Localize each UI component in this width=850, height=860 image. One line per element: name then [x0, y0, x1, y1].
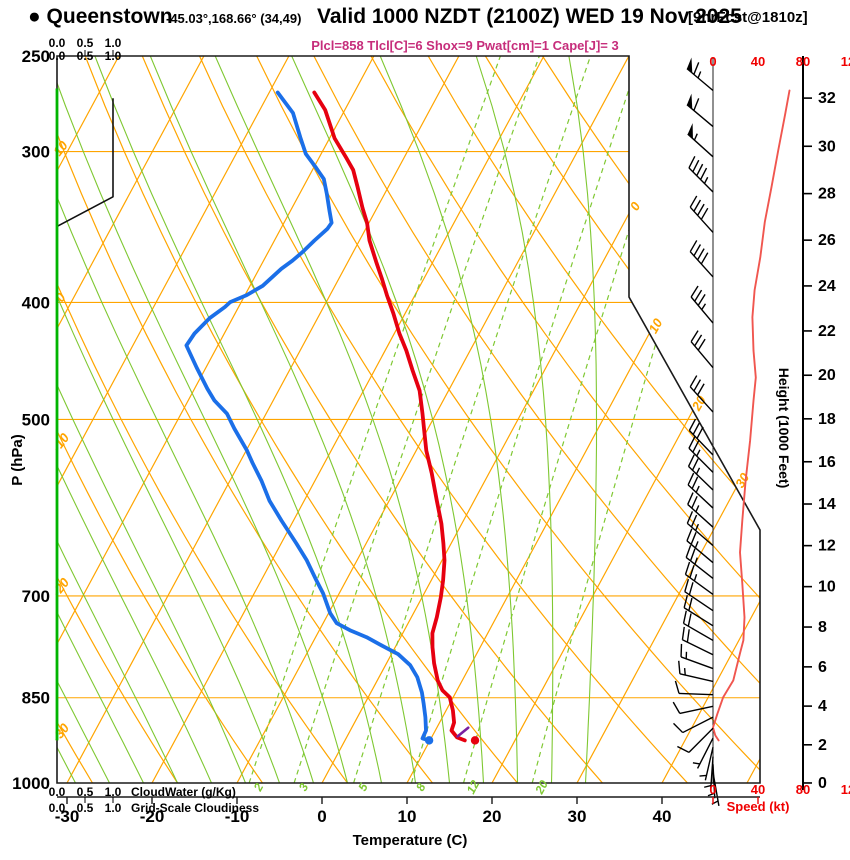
svg-text:850: 850	[22, 689, 50, 708]
svg-text:-30: -30	[55, 807, 80, 826]
valid-time-title: Valid 1000 NZDT (2100Z) WED 19 Nov 2025	[317, 5, 742, 28]
cloud-scale-rows: 0.00.00.00.00.50.50.50.51.01.01.01.0	[49, 36, 122, 815]
speed-axis-title: Speed (kt)	[727, 799, 790, 814]
isotherm-lines	[57, 56, 760, 783]
svg-text:12: 12	[841, 782, 850, 797]
isobar-lines	[57, 151, 760, 699]
svg-text:0.0: 0.0	[49, 49, 66, 63]
svg-text:10: 10	[818, 579, 836, 596]
sounding-profiles	[184, 90, 480, 745]
wind-barbs	[672, 57, 720, 806]
svg-text:2: 2	[818, 737, 827, 754]
svg-text:300: 300	[22, 143, 50, 162]
svg-text:8: 8	[818, 619, 827, 636]
height-axis-title: Height (1000 Feet)	[776, 368, 792, 489]
svg-text:12: 12	[818, 538, 836, 555]
svg-text:0.5: 0.5	[77, 36, 94, 50]
svg-text:80: 80	[796, 54, 810, 69]
svg-text:-10: -10	[49, 430, 73, 455]
cloudwater-axis-title: CloudWater (g/Kg)	[131, 785, 236, 799]
svg-text:0.0: 0.0	[49, 801, 66, 815]
pressure-tick-labels: 250 300 400 500 700 850 1000	[12, 47, 50, 793]
svg-text:14: 14	[818, 496, 836, 513]
svg-text:20: 20	[688, 392, 709, 414]
svg-text:1000: 1000	[12, 774, 50, 793]
cloud-profiles	[55, 88, 114, 741]
svg-text:12: 12	[464, 778, 483, 797]
svg-text:40: 40	[751, 54, 765, 69]
svg-text:1.0: 1.0	[105, 785, 122, 799]
svg-text:1.0: 1.0	[105, 36, 122, 50]
station-coordinates: -45.03°,168.66° (34,49)	[166, 11, 302, 26]
temperature-axis-title: Temperature (C)	[353, 832, 468, 849]
plot-frame	[56, 55, 761, 784]
svg-text:32: 32	[818, 90, 836, 107]
svg-text:6: 6	[818, 659, 827, 676]
svg-text:0.0: 0.0	[49, 785, 66, 799]
svg-text:-10: -10	[225, 807, 250, 826]
temperature-tick-labels: -30 -20 -10 0 10 20 30 40	[55, 797, 672, 826]
pressure-axis-title: P (hPa)	[9, 434, 26, 485]
svg-text:500: 500	[22, 410, 50, 429]
svg-text:22: 22	[818, 323, 836, 340]
svg-text:700: 700	[22, 587, 50, 606]
svg-text:0.5: 0.5	[77, 785, 94, 799]
station-name: Queenstown	[46, 5, 173, 28]
skewt-background-lines	[57, 56, 760, 783]
forecast-tag: [9hrFcst@1810z]	[688, 9, 808, 26]
wind-speed-curve	[712, 89, 791, 742]
svg-text:24: 24	[818, 278, 836, 295]
svg-text:10: 10	[398, 807, 417, 826]
svg-text:20: 20	[532, 778, 551, 798]
svg-text:30: 30	[568, 807, 587, 826]
svg-text:1.0: 1.0	[105, 801, 122, 815]
svg-text:-30: -30	[49, 720, 73, 745]
svg-text:20: 20	[483, 807, 502, 826]
svg-text:20: 20	[818, 367, 836, 384]
svg-text:18: 18	[818, 411, 836, 428]
sounding-parameters: Plcl=858 Tlcl[C]=6 Shox=9 Pwat[cm]=1 Cap…	[311, 38, 619, 53]
cloudiness-axis-title: Grid-Scale Cloudiness	[131, 801, 259, 815]
svg-text:250: 250	[22, 47, 50, 66]
svg-text:0.5: 0.5	[77, 801, 94, 815]
station-bullet-icon: ●	[28, 5, 41, 28]
svg-text:10: 10	[50, 137, 71, 158]
svg-text:80: 80	[796, 782, 810, 797]
svg-text:28: 28	[818, 186, 836, 203]
svg-text:0: 0	[709, 782, 716, 797]
moist-adiabat-lines	[57, 56, 598, 783]
svg-text:400: 400	[22, 293, 50, 312]
speed-tick-labels: 00404080801212	[709, 54, 850, 804]
svg-text:0: 0	[317, 807, 326, 826]
svg-text:0: 0	[709, 54, 716, 69]
svg-text:30: 30	[818, 138, 836, 155]
svg-text:40: 40	[751, 782, 765, 797]
svg-text:40: 40	[653, 807, 672, 826]
station-title: ● Queenstown	[28, 5, 173, 29]
svg-text:4: 4	[818, 698, 827, 715]
svg-text:0.0: 0.0	[49, 36, 66, 50]
svg-text:-20: -20	[140, 807, 165, 826]
svg-text:12: 12	[841, 54, 850, 69]
svg-text:0: 0	[818, 775, 827, 792]
svg-text:26: 26	[818, 232, 836, 249]
svg-text:16: 16	[818, 454, 836, 471]
